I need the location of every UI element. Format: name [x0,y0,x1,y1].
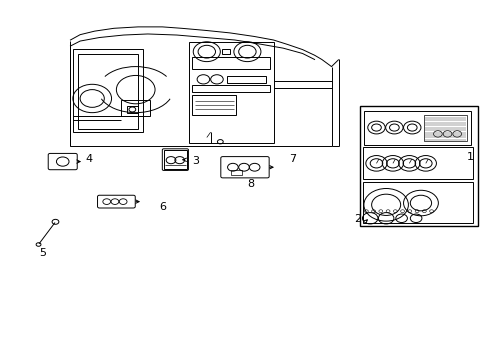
Bar [362,147,472,179]
Bar [222,49,230,54]
Text: 7: 7 [289,154,296,164]
Bar [127,105,138,113]
Bar [163,150,186,169]
Bar [362,183,472,223]
Bar [121,100,150,116]
Text: 8: 8 [247,179,254,189]
Bar [424,116,466,141]
Text: 2: 2 [354,214,361,224]
Bar [364,111,470,145]
Text: 5: 5 [39,248,46,258]
Bar [226,76,265,82]
Bar [188,42,273,143]
Bar [359,105,477,226]
Bar [78,54,138,129]
Text: 3: 3 [192,156,199,166]
Bar [192,57,269,69]
Text: 1: 1 [467,152,473,162]
Bar [231,170,242,175]
Text: 4: 4 [85,154,92,165]
Bar [73,49,142,132]
Text: 6: 6 [159,202,165,212]
Bar [192,85,269,92]
Bar [192,95,235,115]
